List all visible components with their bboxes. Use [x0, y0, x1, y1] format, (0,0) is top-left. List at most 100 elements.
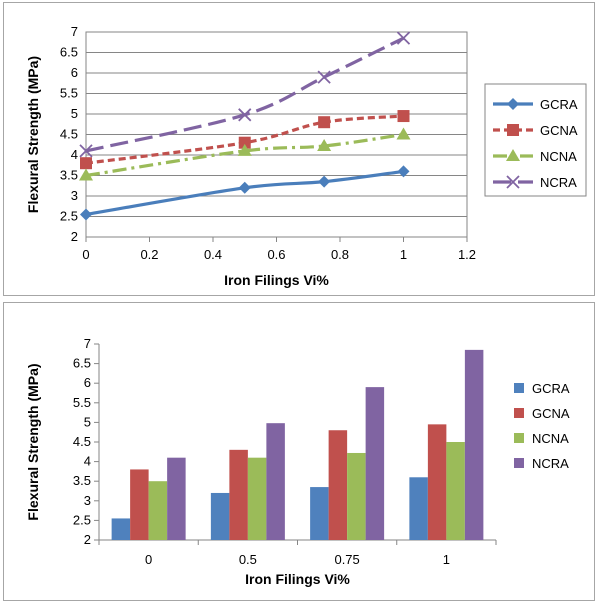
- bar-legend-label-ncra: NCRA: [532, 456, 569, 471]
- legend-marker-gcra: [507, 98, 519, 110]
- legend-marker-ncra: [506, 175, 520, 189]
- y-tick-label-5: 4.5: [60, 127, 78, 142]
- point-ncra-3-stroke-b: [396, 31, 411, 45]
- legend-marker-ncra-stroke-b: [506, 175, 520, 189]
- y-tick-label-2: 3: [71, 188, 78, 203]
- x-tick-label-2: 0.4: [204, 247, 222, 262]
- legend: GCRA GCNA NCNA NCRA: [484, 83, 587, 197]
- point-gcna-0: [80, 157, 92, 170]
- bar-gcna-2: [328, 430, 348, 540]
- bar-legend-swatch-ncna: [514, 433, 524, 443]
- bar-gcra-3: [409, 477, 428, 540]
- bar-ncna-0: [148, 481, 168, 540]
- point-gcna-1: [238, 136, 251, 149]
- y-tick-label-0: 2: [71, 229, 78, 244]
- bar-x-tick-label-2: 0.75: [334, 552, 359, 567]
- y-axis-title: Flexural Strength (MPa): [25, 56, 41, 213]
- bar-y-tick-label-6: 5: [84, 414, 91, 429]
- point-ncna-1: [237, 143, 252, 156]
- series-line-ncra: [85, 36, 405, 153]
- y-tick-label-3: 3.5: [60, 168, 78, 183]
- bar-ncna-1: [247, 457, 267, 540]
- bar-y-tick-label-10: 7: [84, 336, 91, 351]
- bar-y-tick-label-4: 4: [84, 454, 91, 469]
- legend-label-ncna: NCNA: [540, 149, 577, 164]
- bar-x-axis-title: Iron Filings Vi%: [245, 571, 350, 587]
- y-tick-label-6: 5: [71, 106, 78, 121]
- point-gcra-0: [80, 208, 92, 221]
- point-ncna-3: [396, 127, 411, 140]
- bar-x-tick-label-0: 0: [145, 552, 152, 567]
- x-axis-title: Iron Filings Vi%: [224, 272, 329, 288]
- point-ncra-2-stroke-b: [317, 70, 331, 84]
- bar-legend-swatch-ncra: [514, 458, 524, 468]
- legend-label-gcna: GCNA: [540, 123, 578, 138]
- bar-legend-swatch-gcna: [514, 408, 524, 418]
- line-chart: 2 2.5 3 3.5 4 4.5 5 5.5 6 6.5 7 0 0.2 0.4 0.6 0.8 1 1.2 Ir…: [25, 24, 587, 288]
- bar-ncna-3: [446, 442, 465, 540]
- y-tick-label-7: 5.5: [60, 86, 78, 101]
- bar-legend: GCRA GCNA NCNA NCRA: [514, 381, 570, 471]
- bar-legend-swatch-gcra: [514, 383, 524, 393]
- x-tick-label-4: 0.8: [331, 247, 349, 262]
- x-tick-label-0: 0: [82, 247, 89, 262]
- point-ncra-3: [396, 31, 411, 45]
- point-gcra-3: [397, 165, 410, 178]
- bar-x-tick-label-1: 0.5: [239, 552, 257, 567]
- bar-x-tick-label-3: 1: [443, 552, 450, 567]
- bar-y-tick-label-3: 3.5: [73, 473, 91, 488]
- point-ncra-0-stroke-b: [79, 144, 93, 158]
- bar-ncra-0: [167, 457, 186, 540]
- point-ncra-2: [317, 70, 331, 84]
- point-gcna-3: [397, 110, 410, 123]
- bar-y-tick-label-8: 6: [84, 375, 91, 390]
- bar-gcra-0: [111, 518, 131, 540]
- line-chart-panel: 2 2.5 3 3.5 4 4.5 5 5.5 6 6.5 7 0 0.2 0.4 0.6 0.8 1 1.2 Ir…: [3, 2, 595, 296]
- bar-y-tick-label-9: 6.5: [73, 356, 91, 371]
- bar-y-axis-title: Flexural Strength (MPa): [25, 363, 41, 520]
- point-ncra-1: [238, 108, 252, 122]
- bar-gcna-0: [130, 469, 149, 540]
- legend-label-gcra: GCRA: [540, 97, 578, 112]
- series-line-ncna: [85, 132, 404, 178]
- legend-marker-ncna: [506, 149, 520, 161]
- point-ncna-0: [79, 168, 93, 181]
- bar-ncna-2: [347, 452, 366, 540]
- point-gcra-1: [238, 181, 251, 194]
- y-tick-label-9: 6.5: [60, 45, 78, 60]
- series-line-gcra: [85, 169, 404, 217]
- x-tick-label-6: 1.2: [458, 247, 476, 262]
- bar-gcna-1: [229, 449, 248, 540]
- bar-ncra-2: [365, 387, 385, 540]
- point-ncra-1-stroke-b: [238, 108, 252, 122]
- bar-ncra-1: [266, 423, 285, 540]
- series-line-gcna: [85, 114, 404, 165]
- bar-chart: 2 2.5 3 3.5 4 4.5 5 5.5 6 6.5 7 0 0.5 0.75 1 Iron Filin…: [25, 336, 570, 587]
- bar-legend-label-ncna: NCNA: [532, 431, 569, 446]
- bar-gcra-2: [310, 487, 329, 540]
- bar-legend-label-gcna: GCNA: [532, 406, 570, 421]
- bar-y-tick-label-7: 5.5: [73, 395, 91, 410]
- point-ncna-2: [317, 138, 332, 151]
- y-tick-label-8: 6: [71, 65, 78, 80]
- x-tick-label-5: 1: [400, 247, 407, 262]
- bar-y-tick-label-2: 3: [84, 493, 91, 508]
- point-ncra-0: [79, 144, 93, 158]
- bar-gcra-1: [210, 492, 230, 540]
- y-tick-label-10: 7: [71, 24, 78, 39]
- y-tick-label-1: 2.5: [60, 209, 78, 224]
- bar-ncra-3: [464, 349, 484, 540]
- bar-y-tick-label-1: 2.5: [73, 512, 91, 527]
- bar-y-tick-label-0: 2: [84, 532, 91, 547]
- bar-y-tick-label-5: 4.5: [73, 434, 91, 449]
- x-tick-label-1: 0.2: [140, 247, 158, 262]
- x-tick-label-3: 0.6: [267, 247, 285, 262]
- y-tick-label-4: 4: [71, 147, 78, 162]
- bar-legend-label-gcra: GCRA: [532, 381, 570, 396]
- bar-gcna-3: [427, 424, 447, 540]
- bar-chart-panel: 2 2.5 3 3.5 4 4.5 5 5.5 6 6.5 7 0 0.5 0.75 1 Iron Filin…: [3, 302, 595, 601]
- point-gcna-2: [318, 116, 331, 129]
- point-gcra-2: [318, 175, 331, 188]
- legend-label-ncra: NCRA: [540, 175, 577, 190]
- legend-marker-gcna: [507, 124, 519, 136]
